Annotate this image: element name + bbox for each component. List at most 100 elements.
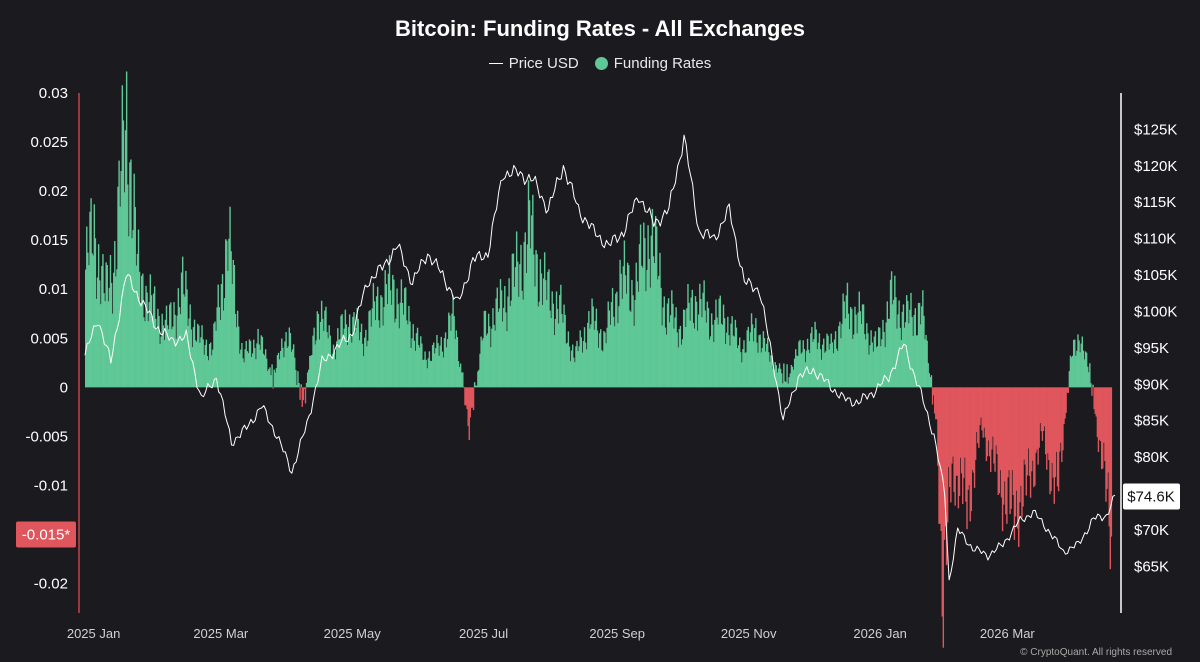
funding-bar: [859, 311, 862, 388]
funding-bar: [672, 303, 674, 388]
funding-bar: [1080, 343, 1082, 388]
funding-bar: [494, 330, 496, 388]
funding-bar: [642, 267, 644, 388]
funding-bar: [228, 238, 230, 388]
funding-bar: [736, 348, 739, 388]
chart-title: Bitcoin: Funding Rates - All Exchanges: [395, 16, 805, 41]
funding-bar: [964, 387, 966, 458]
funding-bar: [817, 342, 820, 388]
funding-bar: [144, 321, 146, 388]
funding-bar: [375, 296, 378, 388]
funding-bar: [724, 344, 727, 388]
funding-bar: [740, 352, 742, 388]
funding-bar: [618, 306, 620, 388]
funding-bar: [240, 349, 242, 388]
funding-bar: [313, 327, 315, 388]
funding-bar: [449, 315, 451, 388]
funding-bar: [463, 386, 465, 388]
funding-bar: [748, 341, 751, 388]
x-tick-label: 2026 Mar: [980, 626, 1036, 641]
funding-bar: [141, 275, 143, 388]
funding-bar: [385, 284, 387, 388]
funding-bar: [674, 317, 676, 388]
funding-bar: [1089, 363, 1091, 388]
funding-bar: [337, 328, 339, 388]
funding-bar: [368, 311, 370, 388]
funding-bar: [341, 314, 343, 388]
funding-bar: [837, 351, 839, 388]
funding-bar: [1074, 339, 1076, 388]
funding-bar: [416, 327, 419, 388]
funding-bar: [996, 387, 998, 455]
funding-bar: [353, 312, 355, 388]
funding-bar: [310, 355, 312, 388]
funding-bar: [404, 287, 407, 388]
funding-bar: [644, 238, 646, 388]
funding-bar: [650, 235, 653, 388]
funding-bar: [493, 324, 495, 388]
funding-bar: [209, 342, 212, 388]
funding-bar: [877, 327, 880, 388]
funding-bar: [889, 279, 892, 388]
funding-bar: [472, 387, 475, 411]
funding-bar: [455, 330, 458, 388]
funding-bar: [290, 351, 293, 388]
funding-bar: [833, 339, 836, 388]
funding-bar: [1100, 387, 1103, 470]
funding-bar: [682, 309, 685, 388]
funding-bar: [943, 387, 946, 540]
funding-bar: [1058, 387, 1061, 452]
funding-bar: [687, 283, 689, 388]
funding-bar: [1093, 387, 1095, 410]
funding-bar: [916, 335, 919, 388]
funding-bar: [789, 373, 792, 388]
funding-bar: [629, 310, 631, 388]
funding-bar: [271, 364, 273, 388]
funding-bar: [518, 296, 520, 388]
funding-bar: [880, 346, 882, 388]
funding-bar: [298, 383, 300, 388]
funding-bar: [945, 387, 948, 566]
funding-bar: [912, 336, 914, 388]
funding-bar: [949, 387, 951, 488]
funding-bar: [551, 291, 553, 388]
funding-bar: [719, 295, 721, 388]
funding-bar: [1033, 387, 1035, 488]
funding-bar: [957, 387, 960, 509]
funding-bar: [812, 341, 814, 388]
funding-bar: [625, 293, 628, 388]
funding-bar: [1050, 387, 1052, 492]
funding-bar: [1092, 384, 1094, 388]
funding-bar: [263, 355, 266, 388]
legend-item-funding[interactable]: Funding Rates: [594, 55, 711, 72]
funding-bar: [1005, 387, 1007, 515]
funding-bar: [235, 327, 238, 388]
funding-bar: [573, 357, 575, 388]
right-tick-label: $125K: [1134, 121, 1177, 138]
funding-bar: [649, 287, 651, 388]
funding-bar: [124, 130, 127, 388]
funding-bar: [1008, 387, 1010, 471]
funding-bar: [382, 325, 384, 388]
funding-bar: [533, 254, 535, 388]
funding-bar: [841, 323, 843, 388]
funding-bar: [95, 298, 98, 388]
legend-item-price[interactable]: Price USD: [488, 55, 579, 72]
funding-bar: [506, 331, 508, 388]
funding-bar: [917, 302, 920, 388]
funding-bar: [120, 171, 122, 388]
funding-bar: [409, 321, 411, 388]
funding-bar: [645, 291, 647, 388]
funding-bar: [1010, 387, 1012, 509]
funding-bar: [699, 283, 701, 388]
funding-bar: [456, 337, 459, 388]
funding-bar: [842, 293, 844, 388]
funding-bar: [1030, 387, 1033, 472]
left-tick-label: 0.005: [30, 330, 68, 347]
funding-bar: [815, 329, 817, 388]
funding-bar: [622, 266, 625, 388]
funding-bar: [268, 368, 270, 388]
funding-bar: [245, 341, 247, 388]
funding-bar: [1094, 387, 1096, 414]
funding-bar: [974, 387, 977, 460]
